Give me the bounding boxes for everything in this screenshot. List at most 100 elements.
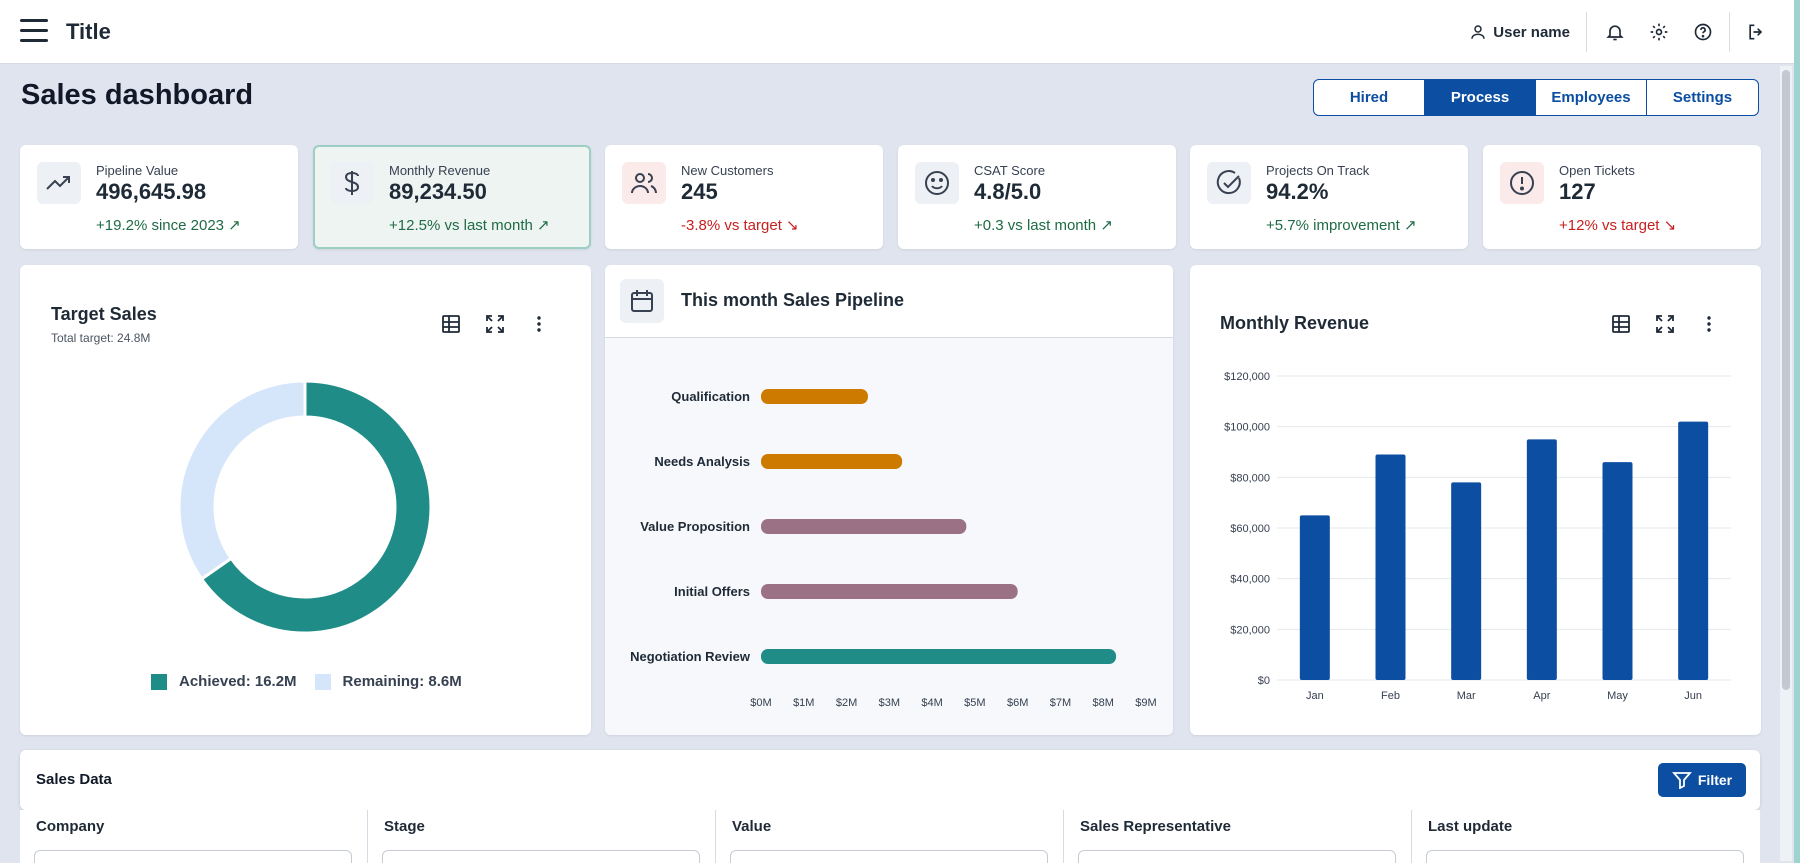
kpi-card-projects-on-track[interactable]: Projects On Track 94.2% +5.7% improvemen… xyxy=(1190,145,1468,249)
column-last-update[interactable]: Last update xyxy=(1412,810,1760,863)
menu-icon[interactable] xyxy=(20,19,48,45)
column-label: Company xyxy=(36,818,105,835)
column-label: Value xyxy=(732,818,772,835)
appbar-divider xyxy=(1729,12,1730,52)
bar-label: Initial Offers xyxy=(674,584,750,599)
donut-chart xyxy=(177,379,433,635)
alert-circle-icon xyxy=(1500,162,1544,204)
help-button[interactable] xyxy=(1681,12,1725,52)
table-header: Company Stage Value Sales Representative… xyxy=(20,810,1760,863)
x-tick-label: $8M xyxy=(1093,697,1114,709)
column-sales-representative[interactable]: Sales Representative xyxy=(1064,810,1412,863)
tab-hired[interactable]: Hired xyxy=(1314,80,1425,115)
table-icon xyxy=(1612,315,1630,333)
chart-legend: Achieved: 16.2M Remaining: 8.6M xyxy=(151,673,462,690)
kpi-value: 127 xyxy=(1559,179,1596,204)
table-icon xyxy=(442,315,460,333)
pipeline-bar xyxy=(761,519,967,534)
more-options-button[interactable] xyxy=(526,311,552,337)
x-tick-label: $6M xyxy=(1007,697,1028,709)
pipeline-bar xyxy=(761,649,1117,664)
tab-settings[interactable]: Settings xyxy=(1672,89,1733,106)
app-title: Title xyxy=(66,19,111,44)
x-tick-label: $3M xyxy=(879,697,900,709)
kpi-trend: +12% vs target ↘ xyxy=(1559,217,1677,234)
kpi-label: Projects On Track xyxy=(1266,163,1370,178)
kpi-value: 4.8/5.0 xyxy=(974,179,1042,204)
panel-subtitle: Total target: 24.8M xyxy=(51,331,151,345)
tab-process[interactable]: Process xyxy=(1425,80,1536,115)
settings-button[interactable] xyxy=(1637,12,1681,52)
scrollbar-thumb[interactable] xyxy=(1782,70,1790,690)
column-filter-input[interactable] xyxy=(730,850,1048,863)
user-name: User name xyxy=(1493,23,1570,41)
notifications-button[interactable] xyxy=(1593,12,1637,52)
x-tick-label: Jun xyxy=(1684,690,1702,702)
fullscreen-button[interactable] xyxy=(482,311,508,337)
kpi-trend: +0.3 vs last month ↗ xyxy=(974,217,1113,234)
x-tick-label: Jan xyxy=(1306,690,1324,702)
smile-icon xyxy=(915,162,959,204)
kpi-card-new-customers[interactable]: New Customers 245 -3.8% vs target ↘ xyxy=(605,145,883,249)
donut-slice-remaining xyxy=(177,379,307,582)
gear-icon xyxy=(1650,23,1668,41)
x-tick-label: May xyxy=(1607,690,1628,702)
x-tick-label: $0M xyxy=(750,697,771,709)
revenue-bar xyxy=(1375,454,1406,680)
calendar-icon xyxy=(620,279,664,323)
y-tick-label: $20,000 xyxy=(1230,624,1270,636)
kpi-card-monthly-revenue[interactable]: Monthly Revenue 89,234.50 +12.5% vs last… xyxy=(313,145,591,249)
column-label: Last update xyxy=(1428,818,1513,835)
more-options-button[interactable] xyxy=(1696,311,1722,337)
fullscreen-button[interactable] xyxy=(1652,311,1678,337)
more-vertical-icon xyxy=(537,316,541,332)
kpi-label: Monthly Revenue xyxy=(389,163,491,178)
column-company[interactable]: Company xyxy=(20,810,368,863)
kpi-trend: -3.8% vs target ↘ xyxy=(681,217,799,234)
column-filter-input[interactable] xyxy=(382,850,700,863)
x-tick-label: $2M xyxy=(836,697,857,709)
sales-pipeline-panel: This month Sales Pipeline Qualification N… xyxy=(605,265,1173,735)
appbar-actions: User name xyxy=(1469,0,1778,64)
column-label: Sales Representative xyxy=(1080,818,1231,835)
bar-label: Needs Analysis xyxy=(654,454,750,469)
panel-title: This month Sales Pipeline xyxy=(681,290,905,310)
bar-label: Qualification xyxy=(671,389,750,404)
kpi-label: New Customers xyxy=(681,163,774,178)
tab-employees[interactable]: Employees xyxy=(1536,80,1647,115)
app-bar: Title User name xyxy=(0,0,1800,64)
table-view-button[interactable] xyxy=(1608,311,1634,337)
revenue-bar xyxy=(1451,482,1482,680)
column-filter-input[interactable] xyxy=(1426,850,1744,863)
kpi-card-open-tickets[interactable]: Open Tickets 127 +12% vs target ↘ xyxy=(1483,145,1761,249)
logout-icon xyxy=(1749,24,1763,40)
monthly-revenue-panel: Monthly Revenue $0 $20,000 $40,000 $60,000 $… xyxy=(1190,265,1761,735)
pipeline-bar xyxy=(761,584,1018,599)
filter-button[interactable]: Filter xyxy=(1658,763,1746,797)
x-tick-label: $9M xyxy=(1135,697,1156,709)
column-filter-input[interactable] xyxy=(34,850,352,863)
column-filter-input[interactable] xyxy=(1078,850,1396,863)
section-title: Sales Data xyxy=(36,771,112,788)
x-tick-label: Feb xyxy=(1381,690,1400,702)
more-vertical-icon xyxy=(1707,316,1711,332)
window-accent xyxy=(1794,0,1800,863)
x-tick-label: $7M xyxy=(1050,697,1071,709)
kpi-value: 89,234.50 xyxy=(389,179,487,204)
kpi-value: 245 xyxy=(681,179,718,204)
panel-body xyxy=(605,338,1173,735)
filter-label: Filter xyxy=(1697,772,1733,788)
y-tick-label: $40,000 xyxy=(1230,574,1270,586)
revenue-bar xyxy=(1526,439,1557,680)
help-icon xyxy=(1694,23,1712,41)
kpi-card-csat-score[interactable]: CSAT Score 4.8/5.0 +0.3 vs last month ↗ xyxy=(898,145,1176,249)
table-view-button[interactable] xyxy=(438,311,464,337)
user-menu[interactable]: User name xyxy=(1469,12,1587,52)
column-value[interactable]: Value xyxy=(716,810,1064,863)
kpi-card-pipeline-value[interactable]: Pipeline Value 496,645.98 +19.2% since 2… xyxy=(20,145,298,249)
logout-button[interactable] xyxy=(1734,12,1778,52)
column-stage[interactable]: Stage xyxy=(368,810,716,863)
bar-label: Negotiation Review xyxy=(630,649,751,664)
kpi-label: CSAT Score xyxy=(974,163,1046,178)
user-icon xyxy=(1471,25,1486,39)
